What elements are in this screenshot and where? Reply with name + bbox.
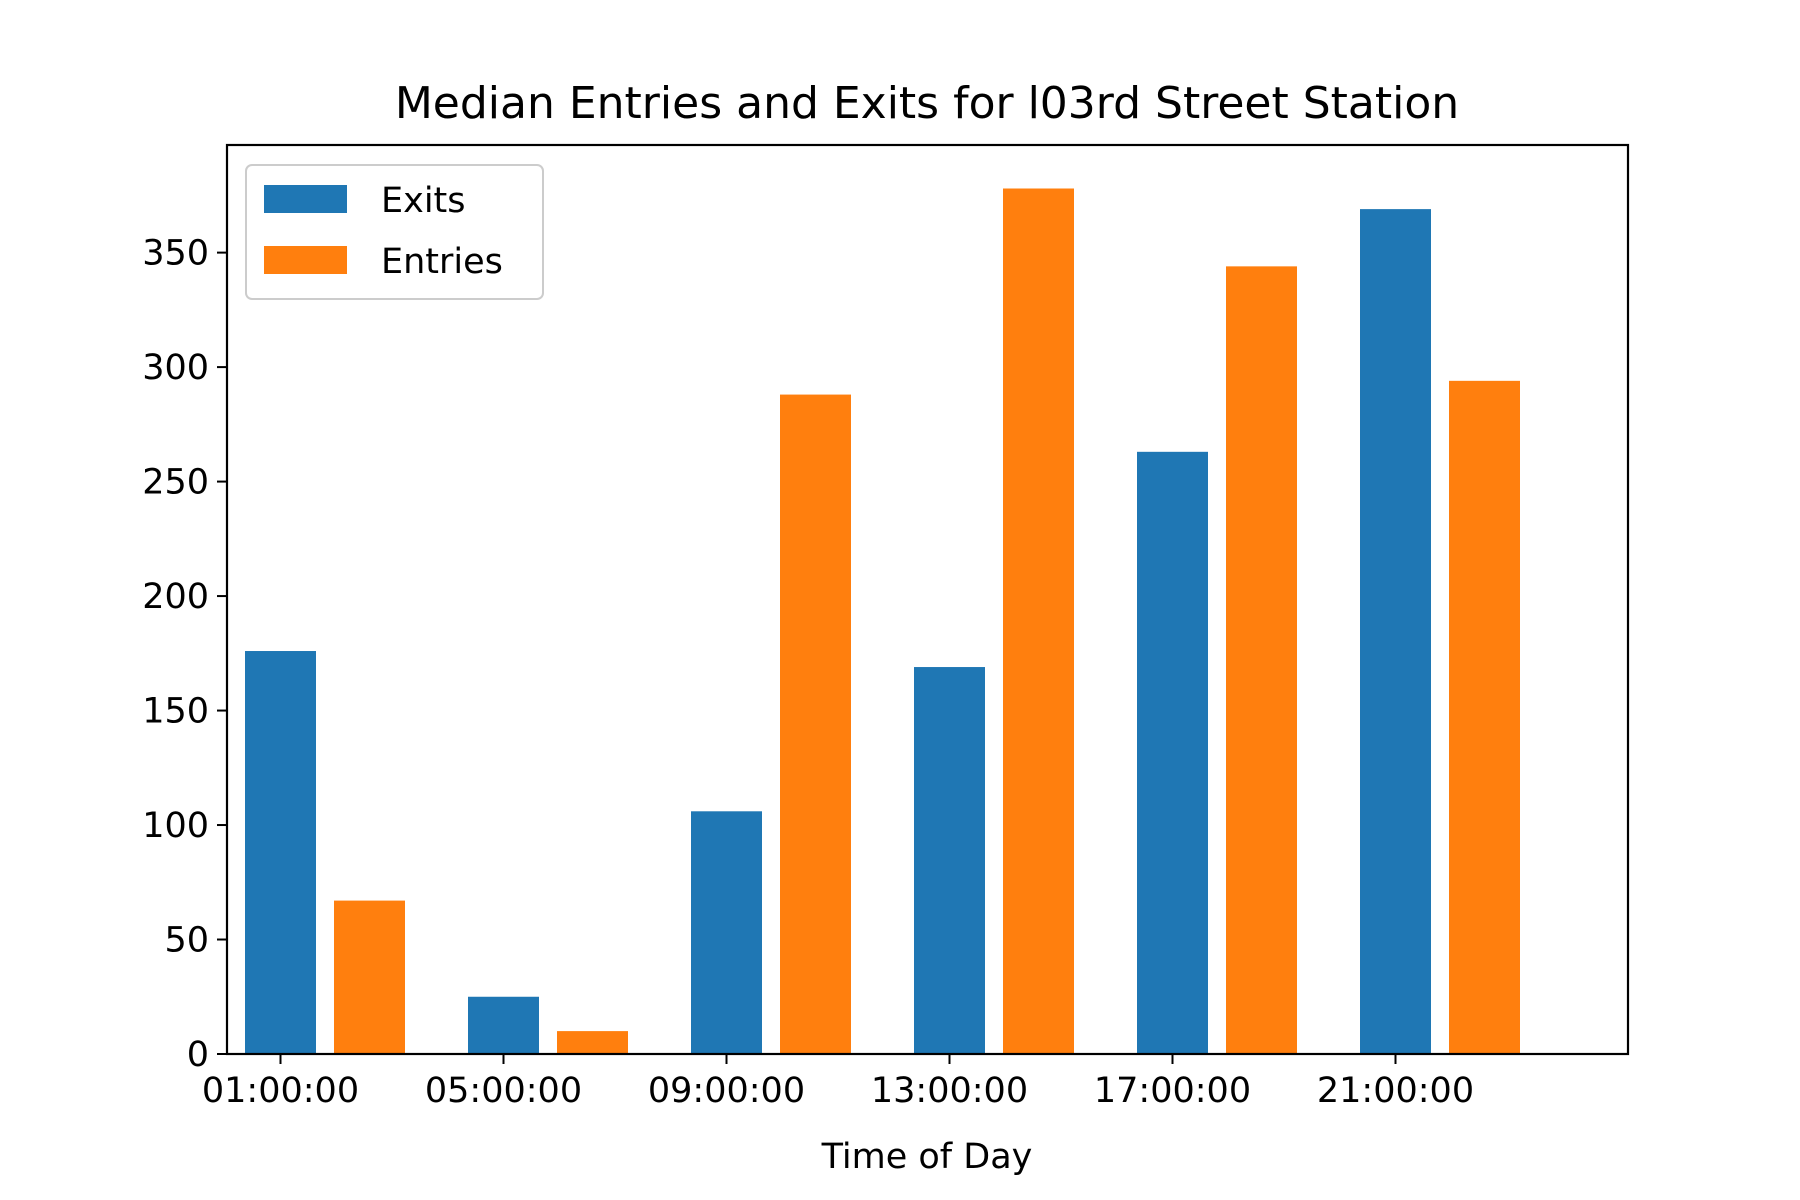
y-tick-label: 0 <box>187 1035 209 1075</box>
bars-layer <box>245 188 1520 1054</box>
bar-entries-4 <box>1226 266 1297 1054</box>
x-tick-label: 17:00:00 <box>1094 1071 1251 1111</box>
x-tick-label: 09:00:00 <box>648 1071 805 1111</box>
legend-swatch-exits <box>264 185 347 213</box>
y-tick-label: 150 <box>142 692 209 732</box>
bar-exits-3 <box>914 667 985 1054</box>
legend-label-exits: Exits <box>381 181 466 221</box>
legend-swatch-entries <box>264 246 347 274</box>
bar-entries-5 <box>1449 380 1520 1054</box>
bar-exits-5 <box>1360 209 1431 1054</box>
axes-layer: 01:00:00 05:00:00 09:00:00 13:00:00 17:00:00… <box>142 234 1474 1111</box>
x-axis-label: Time of Day <box>821 1137 1033 1177</box>
bar-entries-3 <box>1003 188 1074 1054</box>
bar-exits-4 <box>1137 451 1208 1054</box>
bar-exits-0 <box>245 651 316 1054</box>
y-tick-label: 300 <box>142 348 209 388</box>
x-tick-label: 21:00:00 <box>1317 1071 1474 1111</box>
legend-label-entries: Entries <box>381 242 503 282</box>
bar-entries-0 <box>334 900 405 1054</box>
bar-exits-1 <box>468 996 539 1054</box>
x-tick-label: 05:00:00 <box>425 1071 582 1111</box>
y-tick-label: 200 <box>142 577 209 617</box>
plot-frame <box>225 143 1630 1056</box>
chart-title: Median Entries and Exits for l03rd Stree… <box>395 78 1459 129</box>
y-tick-label: 250 <box>142 463 209 503</box>
bar-entries-2 <box>780 394 851 1054</box>
x-tick-label: 13:00:00 <box>871 1071 1028 1111</box>
bar-exits-2 <box>691 811 762 1054</box>
y-tick-label: 350 <box>142 234 209 274</box>
y-tick-label: 100 <box>142 806 209 846</box>
y-tick-label: 50 <box>164 921 209 961</box>
x-tick-label: 01:00:00 <box>202 1071 359 1111</box>
bar-entries-1 <box>557 1031 628 1054</box>
legend: Exits Entries <box>245 164 544 300</box>
